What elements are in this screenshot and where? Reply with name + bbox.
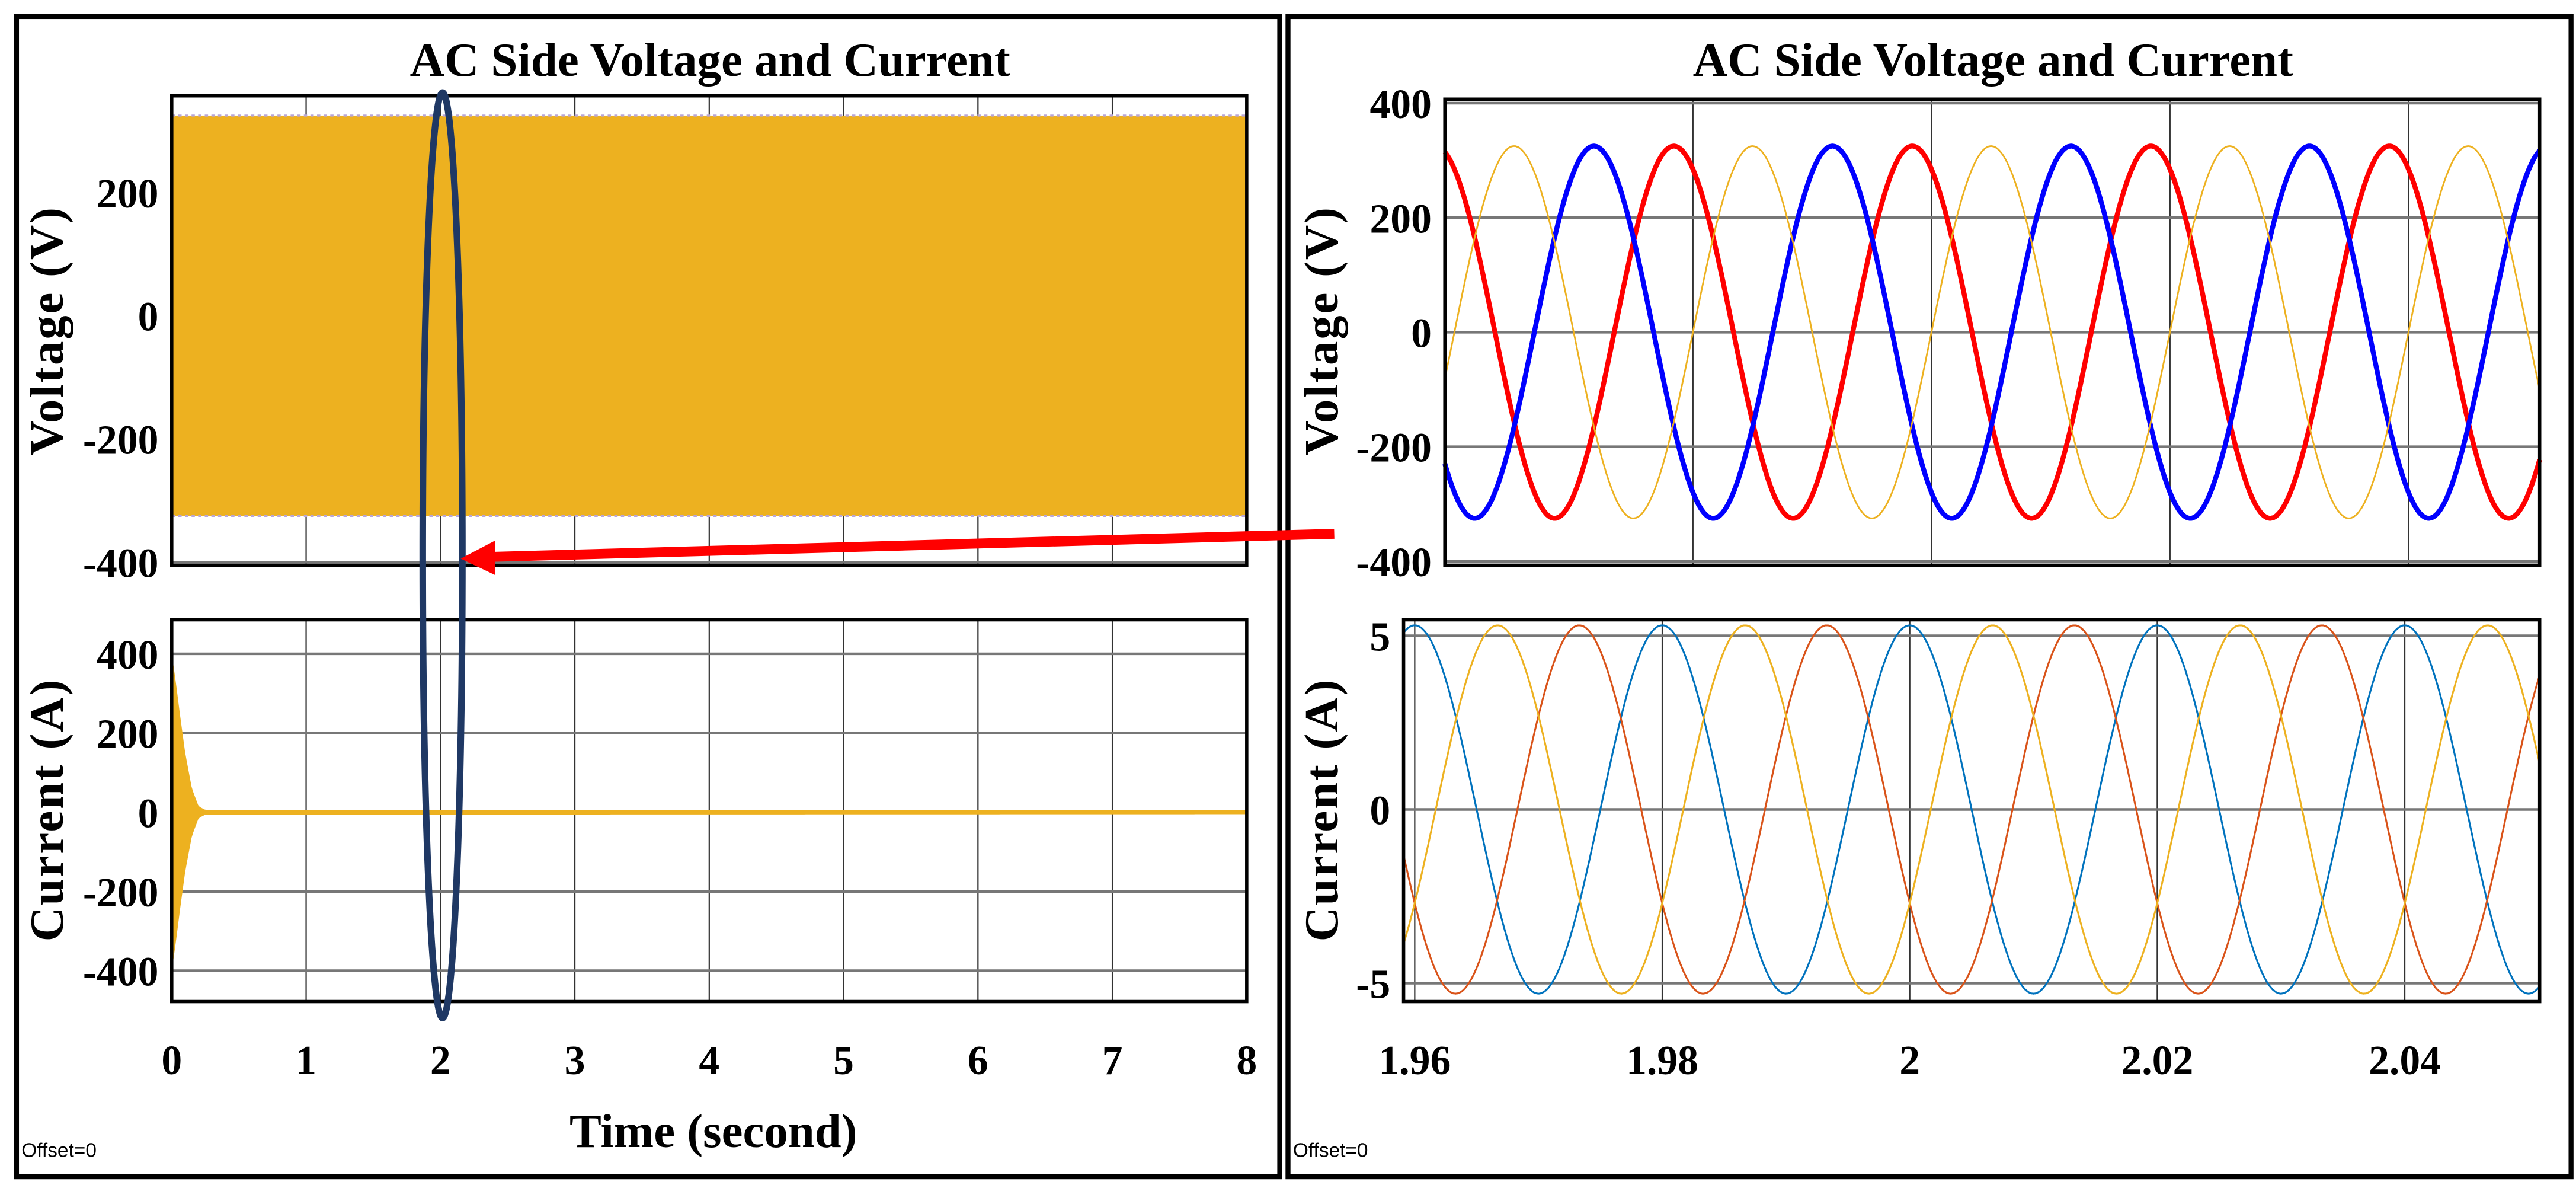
- right-current-ylabel: Current (A): [1295, 678, 1348, 942]
- left-voltage-ytick-label: 0: [138, 295, 159, 340]
- left-current-ylabel: Current (A): [21, 678, 73, 942]
- right-current-ytick-label: 0: [1369, 788, 1390, 834]
- right-voltage-ytick-label: 200: [1369, 196, 1431, 242]
- right-voltage-ytick-label: -200: [1356, 426, 1432, 471]
- left-voltage-ytick-label: -200: [83, 418, 159, 464]
- right-voltage-series-2: [1444, 145, 2541, 519]
- left-panel-border: [14, 14, 1282, 1180]
- right-voltage-ytick-label: 0: [1411, 311, 1432, 356]
- right-voltage-plot: -400 -200 0 200 400: [1356, 82, 2542, 586]
- right-current-xtick-label: 2.04: [2369, 1038, 2441, 1084]
- zoom-arrow: [460, 529, 1335, 576]
- x-axis-label: Time (second): [569, 1105, 857, 1158]
- left-current-series-envelope: [171, 653, 1247, 971]
- highlight-ellipse: [419, 89, 466, 1021]
- right-current-series-1: [1403, 624, 2541, 995]
- right-panel-border: [1285, 14, 2574, 1180]
- left-current-xtick-label: 3: [565, 1038, 585, 1084]
- right-voltage-ylabel: Voltage (V): [1295, 206, 1348, 455]
- left-current-xtick-label: 1: [296, 1038, 316, 1084]
- left-current-xtick-label: 6: [968, 1038, 988, 1084]
- left-voltage-ytick-label: -400: [83, 541, 159, 586]
- right-current-ytick-label: -5: [1356, 962, 1390, 1008]
- left-voltage-axes-frame: [170, 94, 1249, 567]
- left-current-xtick-label: 2: [430, 1038, 451, 1084]
- left-current-ytick-label: -400: [83, 949, 159, 995]
- right-current-ytick-label: 5: [1369, 615, 1390, 660]
- left-current-xtick-label: 5: [833, 1038, 854, 1084]
- right-voltage-axes-frame: [1443, 97, 2542, 567]
- right-offset-label: Offset=0: [1293, 1140, 1368, 1162]
- right-current-xtick-label: 2.02: [2121, 1038, 2193, 1084]
- left-voltage-ytick-label: 200: [97, 171, 158, 217]
- left-current-ytick-label: -200: [83, 870, 159, 916]
- right-current-series-2: [1403, 624, 2541, 995]
- arrow-head-icon: [460, 540, 495, 576]
- left-current-xtick-label: 7: [1102, 1038, 1123, 1084]
- left-current-xtick-label: 4: [699, 1038, 719, 1084]
- arrow-shaft: [487, 529, 1335, 562]
- left-current-ytick-label: 0: [138, 791, 159, 836]
- right-current-xtick-label: 1.98: [1626, 1038, 1698, 1084]
- left-offset-label: Offset=0: [21, 1140, 97, 1162]
- right-current-series-0: [1403, 624, 2540, 995]
- left-title: AC Side Voltage and Current: [410, 34, 1010, 87]
- right-current-axes-frame: [1401, 618, 2542, 1004]
- left-voltage-ylabel: Voltage (V): [21, 206, 73, 455]
- right-current-xtick-label: 2: [1899, 1038, 1920, 1084]
- right-current-xtick-label: 1.96: [1378, 1038, 1451, 1084]
- right-voltage-ytick-label: -400: [1356, 540, 1432, 586]
- left-current-axes-frame: [170, 618, 1249, 1004]
- right-title: AC Side Voltage and Current: [1693, 34, 2293, 87]
- left-current-plot: -400 -200 0 200 400 0 1 2 3 4 5 6 7 8: [83, 618, 1257, 1084]
- left-current-xtick-label: 8: [1236, 1038, 1257, 1084]
- left-voltage-series-band: [171, 115, 1247, 516]
- left-current-xtick-label: 0: [161, 1038, 182, 1084]
- left-voltage-plot: -400 -200 0 200: [83, 94, 1249, 586]
- right-voltage-ytick-label: 400: [1369, 82, 1431, 127]
- left-current-ytick-label: 400: [97, 633, 158, 678]
- left-current-ytick-label: 200: [97, 712, 158, 758]
- right-voltage-series-1: [1442, 143, 2542, 521]
- right-current-plot: -5 0 5 1.96 1.98 2 2.02 2.04: [1356, 615, 2542, 1084]
